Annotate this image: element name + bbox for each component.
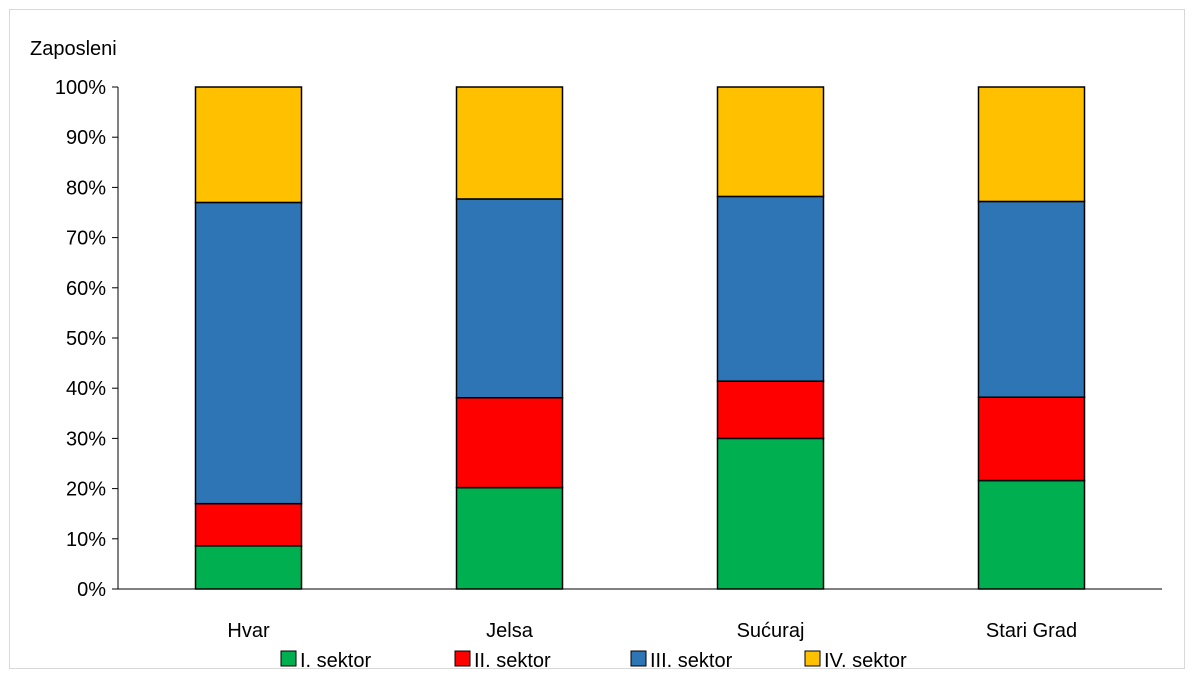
y-tick-label: 90%	[66, 127, 106, 149]
bar-segment	[194, 545, 303, 590]
x-category-label: Hvar	[227, 620, 270, 642]
legend-label: I. sektor	[300, 650, 371, 672]
legend-swatch	[630, 650, 647, 667]
x-axis-categories: Hvar Jelsa Sućuraj Stari Grad	[227, 620, 1077, 642]
y-tick-label: 30%	[66, 428, 106, 450]
bar-segment	[455, 198, 564, 399]
y-tick-label: 60%	[66, 278, 106, 300]
bar-segment	[194, 86, 303, 204]
x-category-label: Stari Grad	[986, 620, 1077, 642]
bar-segment	[194, 502, 303, 547]
bars	[194, 86, 1086, 590]
bar-segment	[977, 396, 1086, 482]
y-tick-label: 0%	[77, 579, 106, 601]
bar-segment	[455, 396, 564, 489]
bar-segment	[716, 437, 825, 590]
x-category-label: Sućuraj	[737, 620, 805, 642]
bar-segment	[194, 201, 303, 505]
bar-segment	[716, 380, 825, 440]
legend-swatch	[804, 650, 821, 667]
legend-swatch	[280, 650, 297, 667]
y-tick-label: 50%	[66, 328, 106, 350]
y-tick-label: 80%	[66, 177, 106, 199]
y-tick-label: 10%	[66, 529, 106, 551]
bar-segment	[977, 86, 1086, 203]
bar-segment	[716, 86, 825, 198]
y-tick-label: 100%	[55, 77, 106, 99]
legend: I. sektor II. sektor III. sektor IV. sektor	[280, 650, 907, 672]
bar-segment	[716, 195, 825, 382]
x-category-label: Jelsa	[486, 620, 534, 642]
y-axis-label: Zaposleni	[30, 38, 117, 60]
y-tick-label: 20%	[66, 479, 106, 501]
legend-label: IV. sektor	[824, 650, 907, 672]
legend-swatch	[454, 650, 471, 667]
bar-segment	[977, 200, 1086, 398]
y-axis-ticks: 0% 10% 20% 30% 40% 50% 60% 70% 80% 90% 100%	[55, 77, 119, 601]
legend-label: III. sektor	[650, 650, 733, 672]
bar-segment	[455, 86, 564, 200]
bar-segment	[977, 479, 1086, 590]
y-tick-label: 40%	[66, 378, 106, 400]
legend-label: II. sektor	[474, 650, 551, 672]
bar-segment	[455, 486, 564, 590]
y-tick-label: 70%	[66, 228, 106, 250]
